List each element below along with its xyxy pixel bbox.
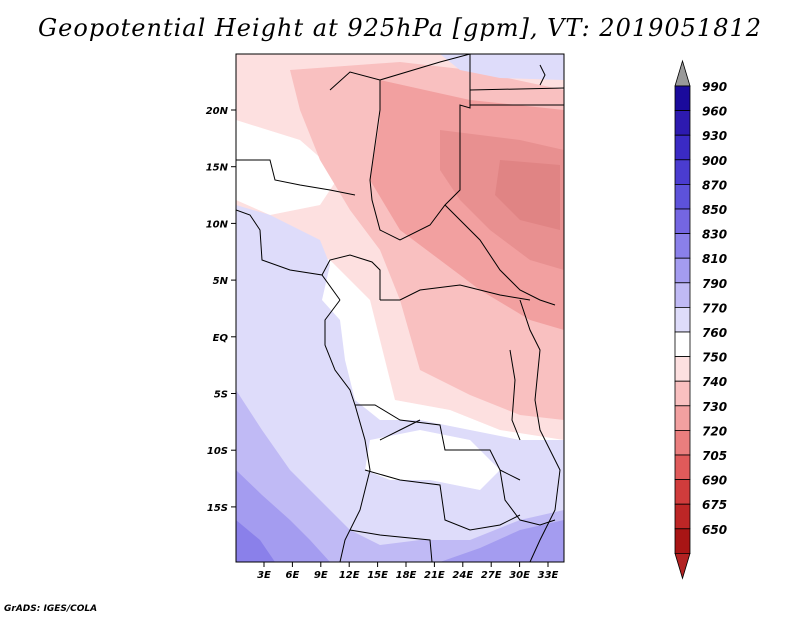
lat-tick-label: 15N xyxy=(206,163,229,174)
lat-tick-label: 15S xyxy=(207,503,228,514)
colorbar-swatch xyxy=(674,183,691,210)
colorbar-swatch xyxy=(674,208,691,235)
field-810-se xyxy=(440,520,564,562)
colorbar-label: 850 xyxy=(702,203,727,217)
border-sudan-south xyxy=(444,204,556,306)
colorbar-label: 650 xyxy=(702,523,727,537)
colorbar-label: 760 xyxy=(702,326,727,340)
colorbar-swatch xyxy=(674,331,691,358)
lon-tick-label: 6E xyxy=(286,570,300,581)
colorbar-swatch xyxy=(674,503,691,530)
field-760-south xyxy=(365,430,500,490)
colorbar-swatch xyxy=(674,528,691,554)
country-borders xyxy=(236,54,564,562)
lat-tick-label: 5S xyxy=(214,390,228,401)
border-namibia xyxy=(349,529,433,562)
lon-tick-label: 12E xyxy=(339,570,360,581)
border-sahel-west xyxy=(236,159,356,196)
colorbar-label: 690 xyxy=(702,474,727,488)
colorbar-label: 705 xyxy=(702,449,727,463)
field-760-patch xyxy=(236,120,340,215)
colorbar-swatch xyxy=(674,306,691,333)
border-malawi xyxy=(499,469,556,526)
colorbar-swatch xyxy=(674,380,691,407)
lon-tick-label: 18E xyxy=(396,570,417,581)
colorbar-arrow-bottom xyxy=(674,553,691,580)
lon-tick-label: 3E xyxy=(257,570,271,581)
colorbar-label: 770 xyxy=(702,301,727,315)
lon-tick-label: 30E xyxy=(509,570,530,581)
lon-tick-label: 24E xyxy=(452,570,473,581)
colorbar-label: 990 xyxy=(702,80,727,94)
border-libya xyxy=(379,54,471,81)
lat-tick-label: 5N xyxy=(213,276,229,287)
colorbar-swatch xyxy=(674,356,691,382)
colorbar-label: 790 xyxy=(702,277,727,291)
lake-tanganyika xyxy=(509,349,521,441)
field-705 xyxy=(495,160,560,230)
colorbar-swatch xyxy=(674,479,691,505)
colorbar-label: 675 xyxy=(702,498,727,512)
coast-red-sea xyxy=(539,64,546,86)
border-chad-sudan xyxy=(329,54,471,241)
coast-angola xyxy=(339,404,371,562)
border-car-drc xyxy=(380,284,531,301)
colorbar-label: 900 xyxy=(702,154,727,168)
colorbar-swatch xyxy=(674,454,691,481)
colorbar-label: 740 xyxy=(702,375,727,389)
lat-tick-label: EQ xyxy=(213,333,229,344)
colorbar-label: 750 xyxy=(702,351,727,365)
colorbar-label: 810 xyxy=(702,252,727,266)
lat-tick-label: 10N xyxy=(206,219,229,230)
lon-tick-label: 27E xyxy=(481,570,502,581)
colorbar-swatch xyxy=(674,134,691,161)
colorbar-swatch xyxy=(674,257,691,284)
lat-tick-label: 10S xyxy=(207,446,228,457)
field-770-ne xyxy=(440,54,564,80)
colorbar-swatch xyxy=(674,110,691,136)
map-frame xyxy=(235,53,565,563)
field-790 xyxy=(236,390,564,562)
lon-tick-label: 33E xyxy=(538,570,559,581)
field-810 xyxy=(236,470,330,562)
colorbar: 990 960 930 900 870 850 830 810 790 770 760 750 740 7… xyxy=(674,59,727,580)
border-zambia xyxy=(364,469,521,531)
colorbar-label: 830 xyxy=(702,228,727,242)
border-east xyxy=(519,299,561,562)
footer-credit: GrADS: IGES/COLA xyxy=(4,604,98,614)
colorbar-swatch xyxy=(674,85,691,112)
colorbar-swatch xyxy=(674,159,691,185)
lon-tick-label: 21E xyxy=(424,570,445,581)
colorbar-label: 730 xyxy=(702,400,727,414)
colorbar-label: 930 xyxy=(702,129,727,143)
chart-title: Geopotential Height at 925hPa [gpm], VT:… xyxy=(38,14,762,42)
colorbar-label: 870 xyxy=(702,178,727,192)
colorbar-swatch xyxy=(674,405,691,431)
colorbar-label: 720 xyxy=(702,424,727,438)
colorbar-swatch xyxy=(674,429,691,456)
border-drc-south xyxy=(324,299,521,481)
border-egypt-sudan xyxy=(469,87,564,91)
colorbar-arrow-top xyxy=(674,59,691,87)
lon-tick-label: 15E xyxy=(367,570,388,581)
longitude-axis: 3E 6E 9E 12E 15E 18E 21E 24E 27E 30E 33E xyxy=(257,562,559,581)
lat-tick-label: 20N xyxy=(206,106,229,117)
lon-tick-label: 9E xyxy=(314,570,328,581)
colorbar-label: 960 xyxy=(702,105,727,119)
border-cameroon xyxy=(321,254,381,300)
colorbar-swatch xyxy=(674,233,691,259)
height-field xyxy=(236,54,564,562)
field-830 xyxy=(236,520,275,562)
border-angola-drc xyxy=(379,419,421,441)
latitude-axis: 20N 15N 10N 5N EQ 5S 10S 15S xyxy=(206,106,236,514)
colorbar-swatch xyxy=(674,282,691,308)
